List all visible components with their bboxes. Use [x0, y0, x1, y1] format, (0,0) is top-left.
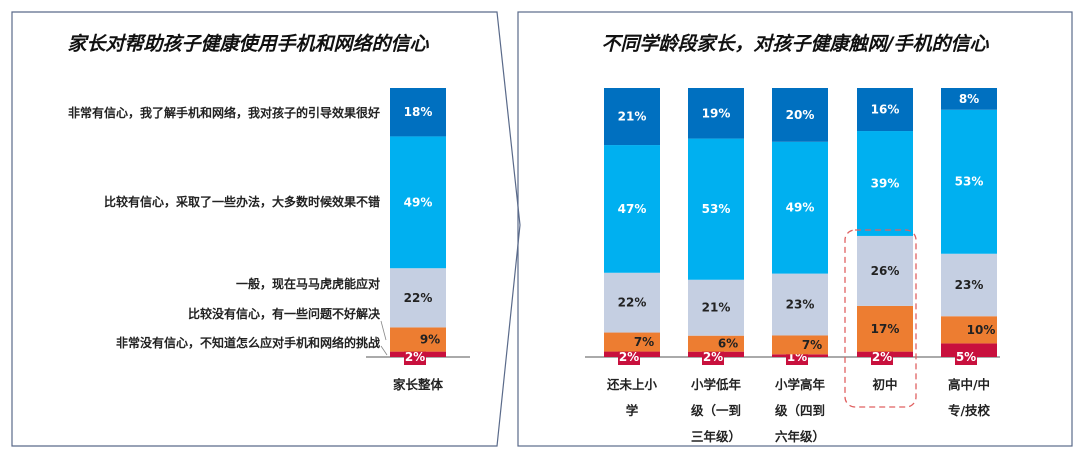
data-label: 9%: [420, 333, 440, 347]
data-label: 53%: [955, 175, 984, 189]
bar-segment: [772, 141, 828, 274]
bar-segment: [688, 335, 744, 352]
category-label: 六年级）: [775, 429, 825, 444]
bar-segment: [390, 268, 446, 328]
category-label: 高中/中: [948, 377, 990, 392]
legend-label: 比较没有信心，有一些问题不好解决: [188, 306, 381, 321]
category-label: 小学低年: [690, 377, 742, 392]
data-label: 21%: [702, 301, 731, 315]
data-label: 10%: [967, 323, 996, 337]
bar-segment: [604, 145, 660, 273]
data-label: 22%: [618, 296, 647, 310]
category-label: 级（一到: [691, 403, 741, 418]
data-label: 2%: [619, 350, 639, 364]
bar-segment: [390, 88, 446, 137]
bar-segment: [772, 273, 828, 336]
data-label: 20%: [786, 108, 815, 122]
data-label: 23%: [955, 278, 984, 292]
bar-segment: [941, 88, 997, 110]
data-label: 47%: [618, 202, 647, 216]
bar-segment: [941, 109, 997, 254]
legend-label: 非常没有信心，不知道怎么应对手机和网络的挑战: [116, 335, 380, 350]
category-label: 学: [626, 403, 639, 418]
bar-segment: [941, 253, 997, 317]
bar-segment: [604, 88, 660, 146]
data-label: 22%: [404, 291, 433, 305]
data-label: 2%: [405, 350, 425, 364]
right-panel-frame: [517, 11, 1073, 447]
data-label: 7%: [802, 338, 822, 352]
data-label-box: [955, 347, 977, 365]
legend-label: 一般，现在马马虎虎能应对: [236, 276, 380, 291]
bar-segment: [604, 272, 660, 333]
leader-line: [380, 320, 387, 341]
bar-segment: [688, 138, 744, 280]
data-label: 16%: [871, 103, 900, 117]
data-label: 5%: [956, 350, 976, 364]
bar-segment: [857, 131, 913, 236]
bar-segment: [604, 332, 660, 352]
legend-label: 非常有信心，我了解手机和网络，我对孩子的引导效果很好: [68, 105, 380, 120]
leader-line: [380, 345, 388, 356]
data-label: 18%: [404, 105, 433, 119]
bar-segment: [688, 88, 744, 139]
data-label: 26%: [871, 264, 900, 278]
left-chart-title: 家长对帮助孩子健康使用手机和网络的信心: [67, 33, 429, 55]
data-label: 23%: [786, 298, 815, 312]
category-label: 家长整体: [393, 377, 444, 392]
data-label: 21%: [618, 110, 647, 124]
bar-segment: [772, 335, 828, 355]
data-label: 17%: [871, 322, 900, 336]
data-label: 8%: [959, 92, 979, 106]
bar-segment: [941, 316, 997, 344]
category-label: 小学高年: [774, 377, 826, 392]
data-label: 53%: [702, 202, 731, 216]
category-label: 初中: [872, 377, 897, 392]
category-label: 专/技校: [948, 403, 991, 418]
category-label: 还未上小: [606, 377, 658, 392]
data-label: 49%: [786, 201, 815, 215]
data-label: 6%: [718, 337, 738, 351]
highlight-box: [844, 229, 917, 408]
data-label: 7%: [634, 335, 654, 349]
category-label: 三年级）: [691, 429, 741, 444]
bar-segment: [857, 235, 913, 306]
bar-segment: [688, 279, 744, 336]
bar-segment: [390, 136, 446, 269]
bar-segment: [772, 88, 828, 142]
bar-segment: [857, 305, 913, 352]
data-label: 19%: [702, 106, 731, 120]
category-label: 级（四到: [775, 403, 825, 418]
right-chart-title: 不同学龄段家长，对孩子健康触网/手机的信心: [602, 33, 990, 55]
data-label: 2%: [872, 350, 892, 364]
legend-label: 比较有信心，采取了一些办法，大多数时候效果不错: [104, 194, 380, 209]
data-label: 2%: [703, 350, 723, 364]
bar-segment: [390, 327, 446, 352]
data-label: 49%: [404, 195, 433, 209]
data-label: 39%: [871, 176, 900, 190]
left-panel-frame: [11, 11, 521, 447]
bar-segment: [857, 88, 913, 132]
